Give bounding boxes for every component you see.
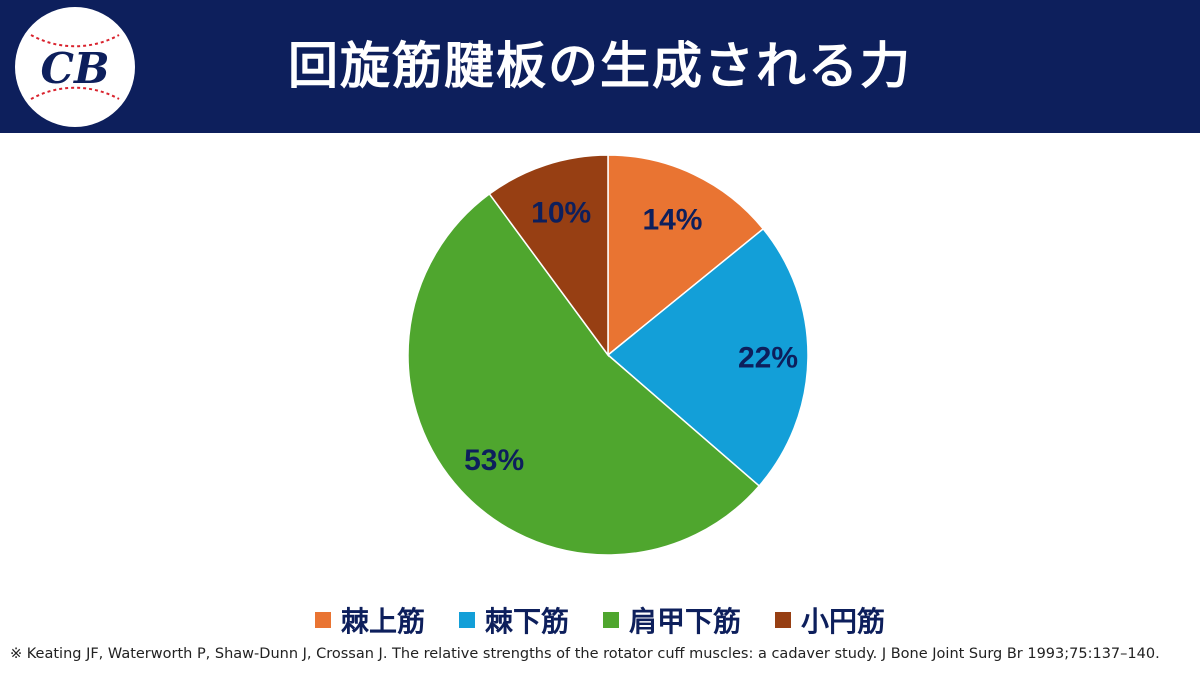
slice-label-2: 22% [738,342,798,375]
legend-item-4: 小円筋 [775,600,885,640]
legend-item-3: 肩甲下筋 [603,600,741,640]
legend-item-1: 棘上筋 [314,600,425,640]
slice-label-1: 14% [642,204,702,237]
pie-chart: 14% 22% 53% 10% [407,154,809,556]
legend-label: 肩甲下筋 [629,605,742,638]
chart-legend: 棘上筋 棘下筋 肩甲下筋 小円筋 [0,600,1200,640]
legend-label: 棘上筋 [340,605,425,638]
legend-swatch [775,612,792,628]
slice-label-3: 53% [464,444,524,477]
legend-label: 棘下筋 [484,605,569,638]
pie-slice-1 [607,154,765,357]
slice-label-4: 10% [531,196,591,229]
pie-slice-4 [488,154,609,358]
legend-swatch [314,612,331,628]
page-title: 回旋筋腱板の生成される力 [288,37,912,95]
legend-swatch [458,612,475,628]
legend-label: 小円筋 [801,605,886,638]
pie-slice-3 [407,192,761,556]
logo-text: CB [41,44,110,93]
header-bar: CB 回旋筋腱板の生成される力 [0,0,1200,133]
citation-text: ※ Keating JF, Waterworth P, Shaw-Dunn J,… [10,646,1160,662]
legend-item-2: 棘下筋 [458,600,569,640]
legend-swatch [603,612,619,628]
baseball-logo-icon: CB [15,7,135,127]
pie-slice-2 [606,227,809,488]
